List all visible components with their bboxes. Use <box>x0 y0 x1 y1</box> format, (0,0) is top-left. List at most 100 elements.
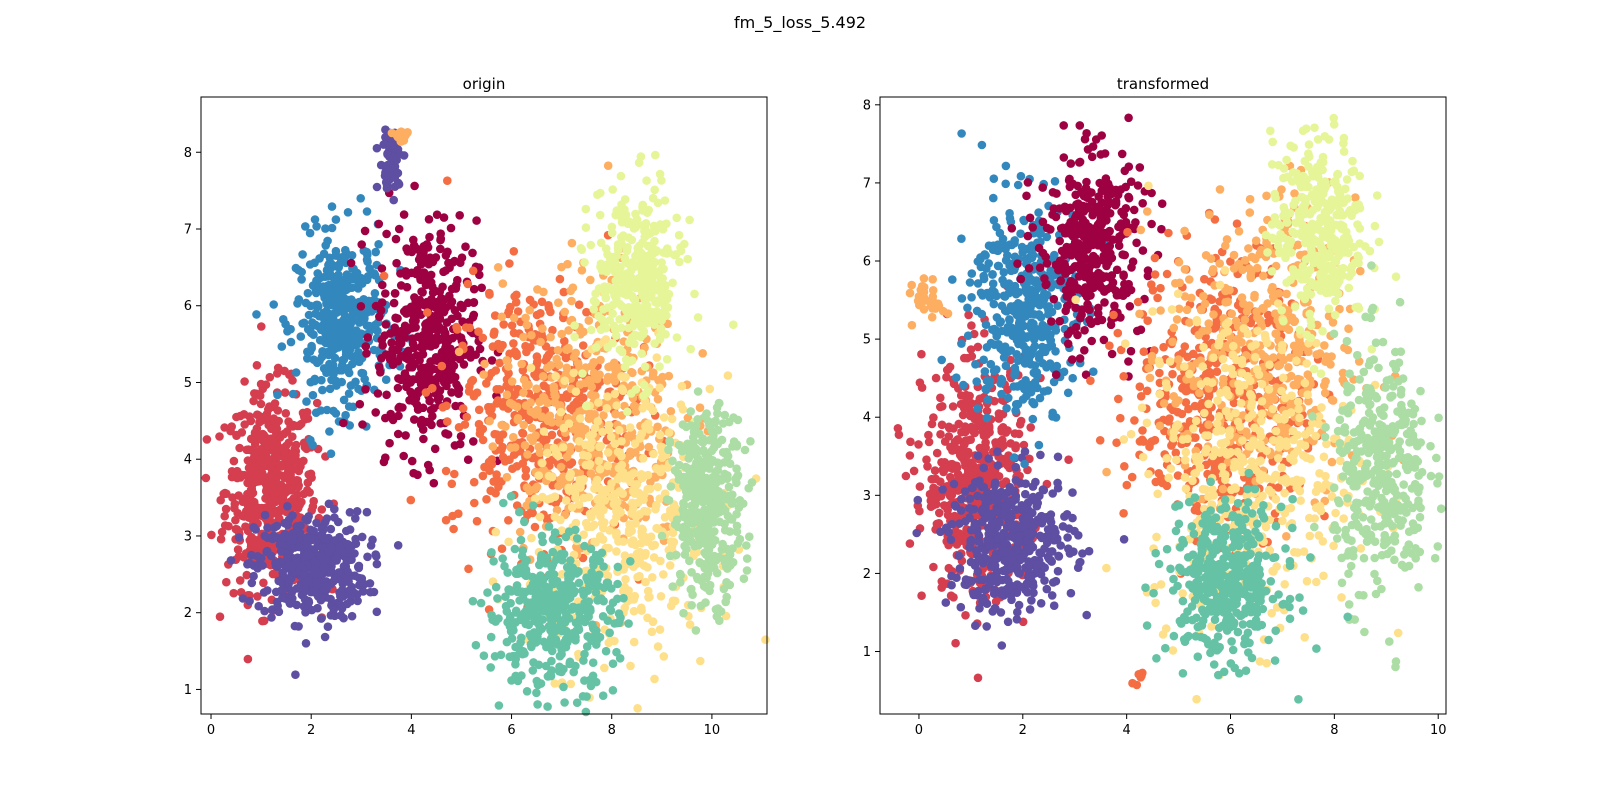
scatter-point <box>301 639 311 648</box>
scatter-point <box>536 601 546 610</box>
scatter-point <box>298 250 307 259</box>
scatter-point <box>612 401 621 410</box>
scatter-point <box>1003 426 1012 435</box>
scatter-point <box>508 651 518 661</box>
scatter-point <box>635 241 644 251</box>
y-tick-label: 3 <box>184 529 192 544</box>
scatter-point <box>617 372 626 381</box>
scatter-point <box>238 594 248 603</box>
scatter-point <box>578 369 587 378</box>
scatter-point <box>393 541 403 550</box>
scatter-point <box>515 527 525 537</box>
scatter-point <box>612 528 621 537</box>
scatter-point <box>299 456 308 466</box>
scatter-point <box>302 532 312 542</box>
scatter-point <box>649 368 658 378</box>
scatter-point <box>536 337 545 347</box>
scatter-point <box>579 656 588 665</box>
scatter-point <box>245 558 254 568</box>
scatter-point <box>278 568 288 578</box>
scatter-point <box>295 561 305 570</box>
scatter-point <box>627 389 636 398</box>
scatter-point <box>288 448 298 458</box>
scatter-point <box>596 325 606 335</box>
scatter-point <box>676 400 686 410</box>
scatter-point <box>624 526 634 535</box>
scatter-point <box>589 296 599 306</box>
scatter-point <box>956 602 966 612</box>
scatter-point <box>578 692 588 701</box>
scatter-point <box>740 445 750 455</box>
scatter-point <box>603 161 613 170</box>
scatter-point <box>310 534 319 544</box>
scatter-point <box>326 566 336 576</box>
scatter-point <box>254 601 263 611</box>
scatter-point <box>307 605 317 615</box>
scatter-point <box>344 586 354 596</box>
scatter-point <box>435 287 445 296</box>
scatter-point <box>561 532 571 542</box>
scatter-point <box>240 420 249 429</box>
scatter-point <box>668 582 677 591</box>
scatter-point <box>631 512 641 522</box>
scatter-point <box>378 280 387 290</box>
scatter-point <box>436 244 445 254</box>
scatter-point <box>404 355 413 364</box>
scatter-point <box>944 563 954 573</box>
scatter-point <box>358 420 367 429</box>
scatter-point <box>608 309 617 319</box>
scatter-point <box>283 502 292 511</box>
scatter-point <box>638 206 647 215</box>
scatter-point <box>285 598 294 607</box>
scatter-point <box>278 586 288 595</box>
scatter-point <box>520 559 529 569</box>
scatter-point <box>613 447 623 457</box>
scatter-point <box>493 594 502 603</box>
scatter-point <box>561 627 570 636</box>
scatter-point <box>629 637 639 647</box>
scatter-point <box>655 362 664 371</box>
scatter-point <box>938 485 947 494</box>
scatter-point <box>471 640 481 650</box>
scatter-point <box>538 458 547 468</box>
scatter-point <box>659 652 669 661</box>
scatter-point <box>389 195 399 205</box>
scatter-point <box>547 591 557 600</box>
scatter-point <box>274 576 284 586</box>
scatter-point <box>525 305 534 315</box>
scatter-point <box>351 534 360 544</box>
scatter-point <box>626 557 635 566</box>
scatter-point <box>283 520 293 530</box>
scatter-point <box>479 370 488 379</box>
scatter-point <box>642 389 651 398</box>
scatter-point <box>512 462 522 471</box>
scatter-point <box>593 574 602 584</box>
scatter-point <box>636 257 645 266</box>
scatter-point <box>507 321 517 330</box>
scatter-point <box>605 628 614 638</box>
scatter-point <box>609 518 619 527</box>
scatter-point <box>358 587 368 596</box>
scatter-point <box>371 301 381 311</box>
scatter-point <box>648 406 658 416</box>
scatter-point <box>507 377 517 386</box>
scatter-point <box>452 322 461 332</box>
scatter-point <box>297 275 306 284</box>
scatter-point <box>612 251 621 261</box>
scatter-point <box>491 617 500 626</box>
scatter-point <box>526 363 536 373</box>
scatter-point <box>323 622 333 631</box>
scatter-point <box>464 564 473 574</box>
scatter-point <box>312 589 322 599</box>
scatter-point <box>325 384 335 394</box>
scatter-point <box>583 607 593 616</box>
scatter-point <box>960 422 970 431</box>
scatter-point <box>502 356 512 365</box>
scatter-point <box>233 508 242 518</box>
scatter-point <box>354 563 364 573</box>
scatter-point <box>512 349 521 358</box>
scatter-point <box>498 452 508 462</box>
figure-suptitle: fm_5_loss_5.492 <box>734 13 866 33</box>
scatter-point <box>729 437 739 446</box>
scatter-point <box>648 193 658 203</box>
